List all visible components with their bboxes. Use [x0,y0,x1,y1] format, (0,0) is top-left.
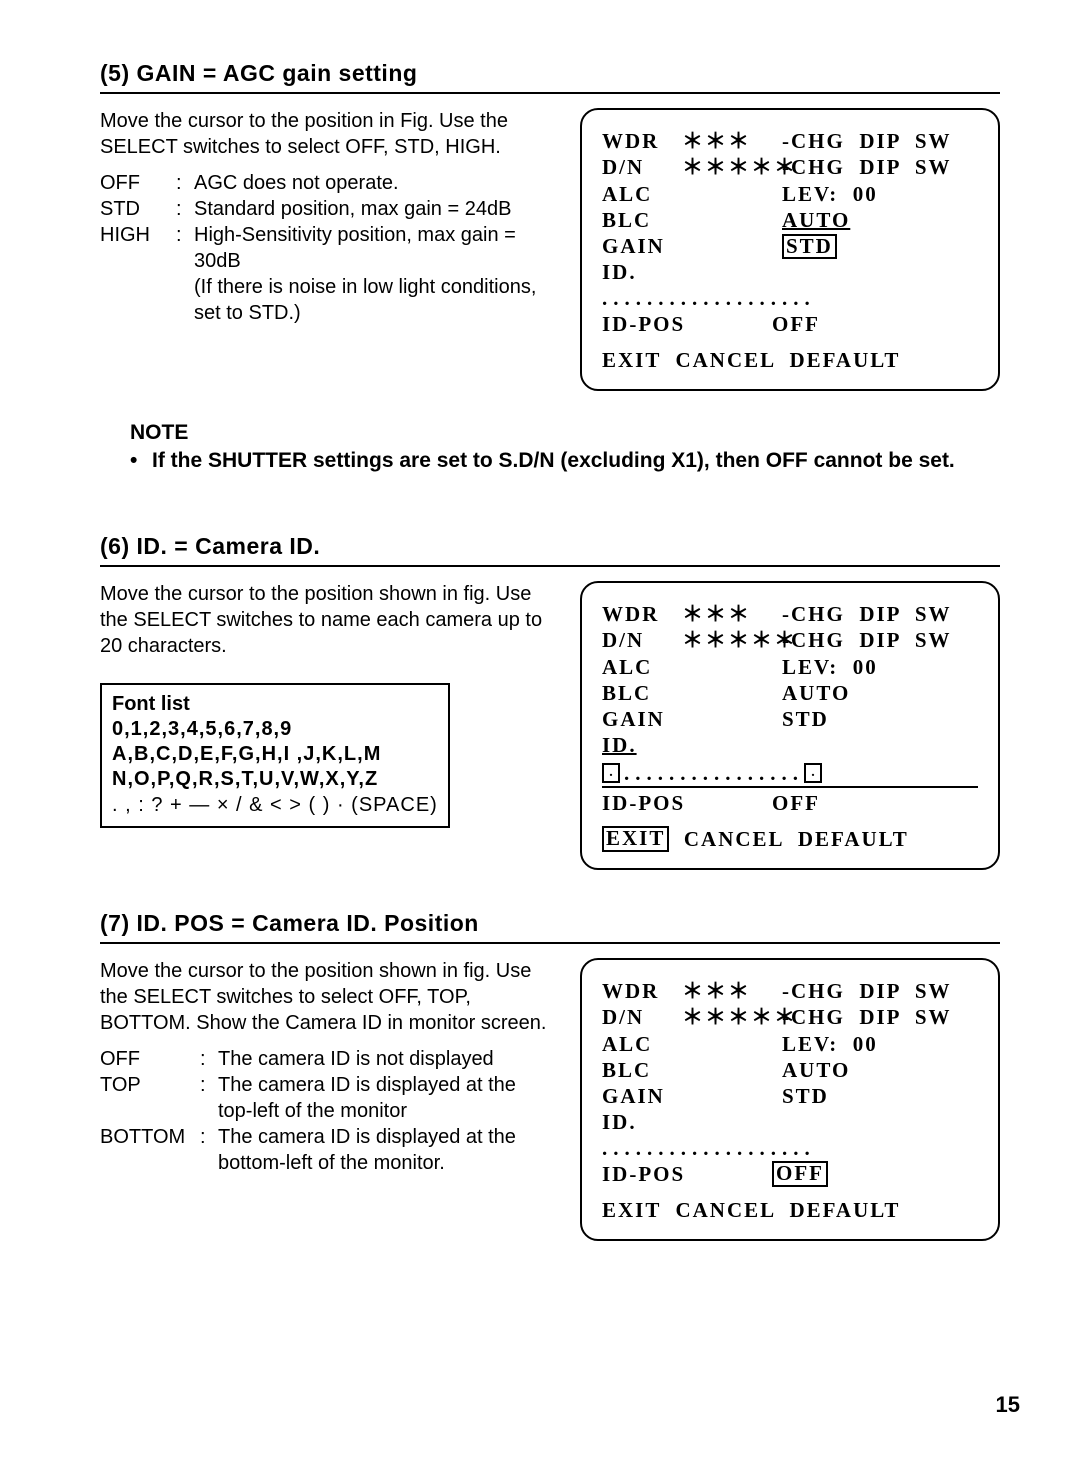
exit-highlight: EXIT [602,826,669,852]
def-term: BOTTOM [100,1124,200,1176]
section-7-content: Move the cursor to the position shown in… [100,958,1000,1241]
section-7-text: Move the cursor to the position shown in… [100,958,550,1176]
menu-5: WDR＊＊＊-CHG DIP SW D/N＊＊＊＊＊-CHG DIP SW AL… [580,108,1000,391]
font-list-title: Font list [112,691,438,717]
def-desc: AGC does not operate. [194,170,550,196]
section-7-para: Move the cursor to the position shown in… [100,958,550,1036]
gain-highlight: STD [782,234,837,259]
def-term: OFF [100,1046,200,1072]
id-cursor-box: . [602,763,620,783]
section-6-content: Move the cursor to the position shown in… [100,581,1000,870]
bullet-icon: • [130,449,152,473]
page-number: 15 [996,1392,1020,1418]
def-desc: High-Sensitivity position, max gain = 30… [194,222,550,274]
section-5-para: Move the cursor to the position in Fig. … [100,108,550,160]
font-list-box: Font list 0,1,2,3,4,5,6,7,8,9 A,B,C,D,E,… [100,683,450,828]
note-block: NOTE • If the SHUTTER settings are set t… [130,421,1000,473]
section-5-defs: OFF : AGC does not operate. STD : Standa… [100,170,550,326]
section-5-text: Move the cursor to the position in Fig. … [100,108,550,326]
def-sub: (If there is noise in low light conditio… [194,274,550,326]
note-title: NOTE [130,421,1000,445]
def-desc: The camera ID is displayed at the bottom… [218,1124,550,1176]
idpos-highlight: OFF [772,1161,828,1187]
section-5-content: Move the cursor to the position in Fig. … [100,108,1000,391]
def-term: OFF [100,170,176,196]
def-desc: The camera ID is displayed at the top-le… [218,1072,550,1124]
section-6-para: Move the cursor to the position shown in… [100,581,550,659]
note-text: If the SHUTTER settings are set to S.D/N… [152,449,955,473]
def-term: TOP [100,1072,200,1124]
manual-page: (5) GAIN = AGC gain setting Move the cur… [0,0,1080,1458]
def-desc: The camera ID is not displayed [218,1046,550,1072]
section-7-title: (7) ID. POS = Camera ID. Position [100,910,1000,944]
section-6-title: (6) ID. = Camera ID. [100,533,1000,567]
def-term: HIGH [100,222,176,274]
id-entry-row: . ................ . [602,761,978,788]
section-5-title: (5) GAIN = AGC gain setting [100,60,1000,94]
section-7-defs: OFF : The camera ID is not displayed TOP… [100,1046,550,1176]
menu-7: WDR＊＊＊-CHG DIP SW D/N＊＊＊＊＊-CHG DIP SW AL… [580,958,1000,1241]
menu-6: WDR＊＊＊-CHG DIP SW D/N＊＊＊＊＊-CHG DIP SW AL… [580,581,1000,870]
def-desc: Standard position, max gain = 24dB [194,196,550,222]
def-term: STD [100,196,176,222]
id-end-box: . [804,763,822,783]
section-6-text: Move the cursor to the position shown in… [100,581,550,828]
